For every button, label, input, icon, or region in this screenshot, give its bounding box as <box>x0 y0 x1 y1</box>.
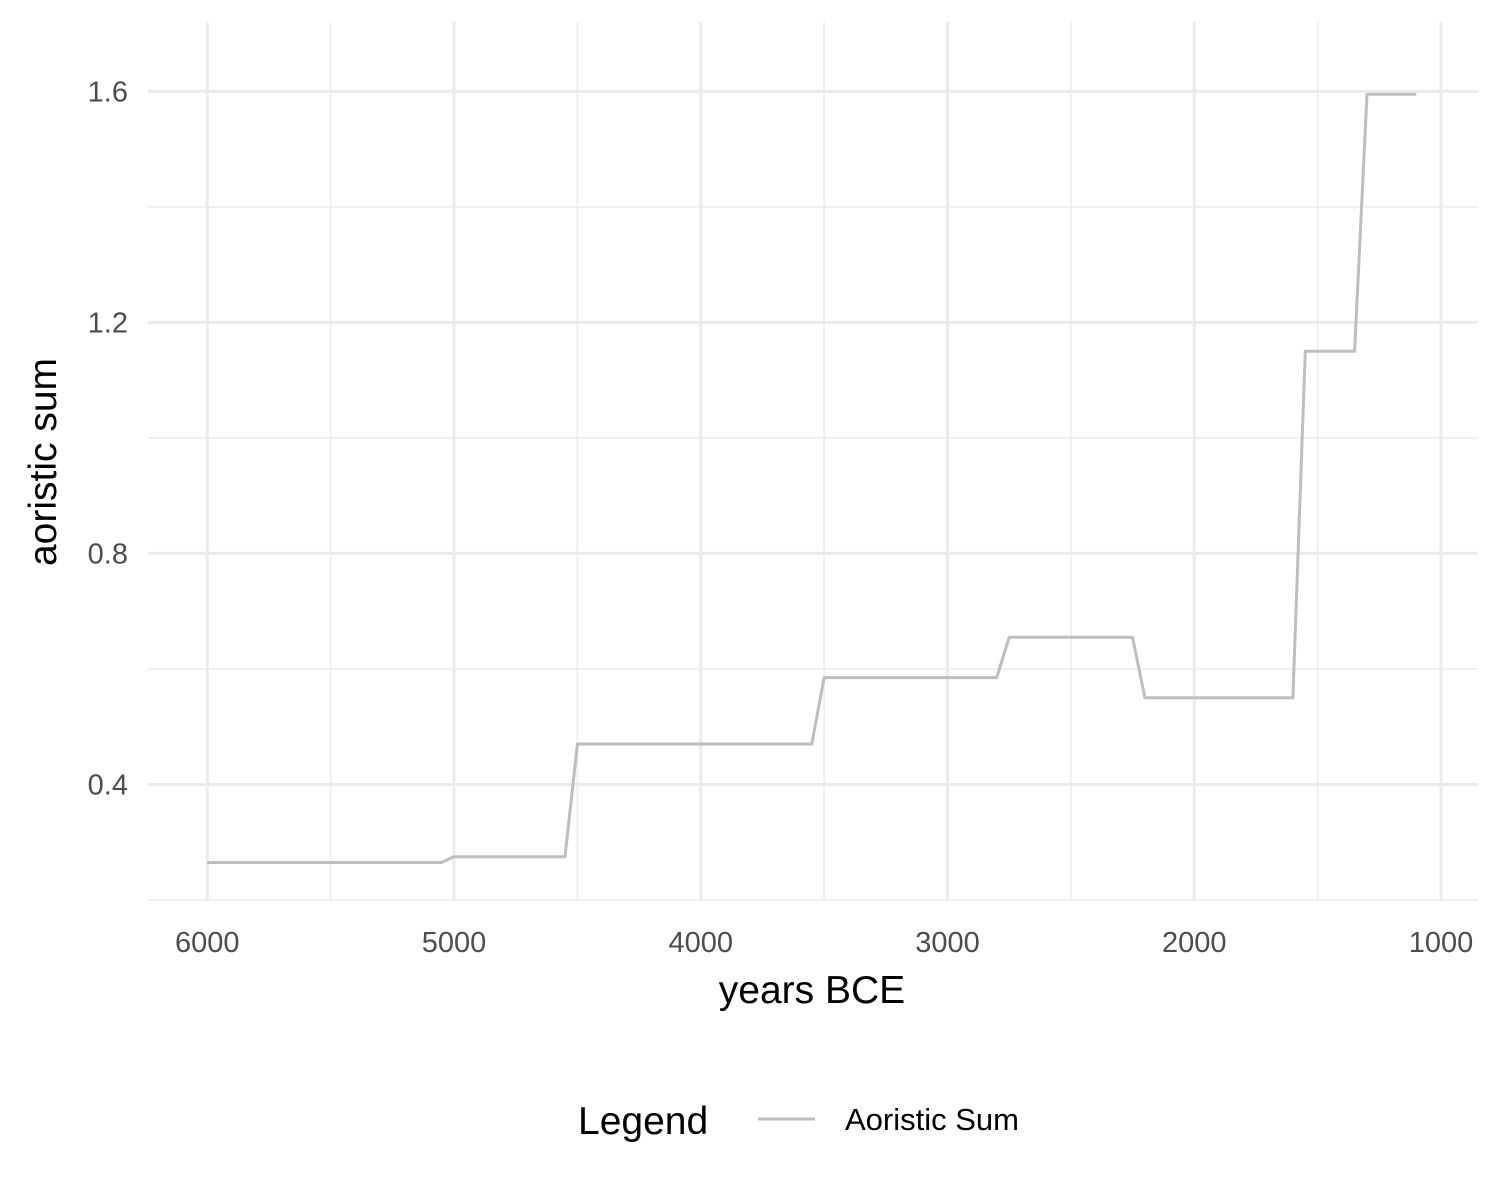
y-axis-tick-labels: 0.4 0.8 1.2 1.6 <box>88 76 128 801</box>
x-tick-label-4: 2000 <box>1162 927 1227 959</box>
x-tick-label-3: 3000 <box>915 927 980 959</box>
y-axis-title: aoristic sum <box>22 358 65 566</box>
x-tick-label-1: 5000 <box>422 927 487 959</box>
series-layer <box>207 92 1417 864</box>
series-line-0 <box>207 92 1417 864</box>
y-tick-label-2: 1.2 <box>88 307 128 339</box>
y-tick-label-1: 0.8 <box>88 538 128 570</box>
legend: Legend Aoristic Sum <box>578 1100 1019 1143</box>
y-tick-label-0: 0.4 <box>88 769 128 801</box>
x-tick-label-2: 4000 <box>668 927 733 959</box>
x-axis-title: years BCE <box>719 969 905 1012</box>
x-tick-label-0: 6000 <box>175 927 240 959</box>
y-tick-label-3: 1.6 <box>88 76 128 108</box>
legend-title: Legend <box>578 1100 708 1143</box>
legend-label-aoristic-sum: Aoristic Sum <box>845 1102 1019 1137</box>
major-gridlines <box>148 22 1478 900</box>
minor-gridlines <box>148 22 1478 901</box>
x-axis-tick-labels: 6000 5000 4000 3000 2000 1000 <box>175 927 1473 959</box>
x-tick-label-5: 1000 <box>1409 927 1474 959</box>
